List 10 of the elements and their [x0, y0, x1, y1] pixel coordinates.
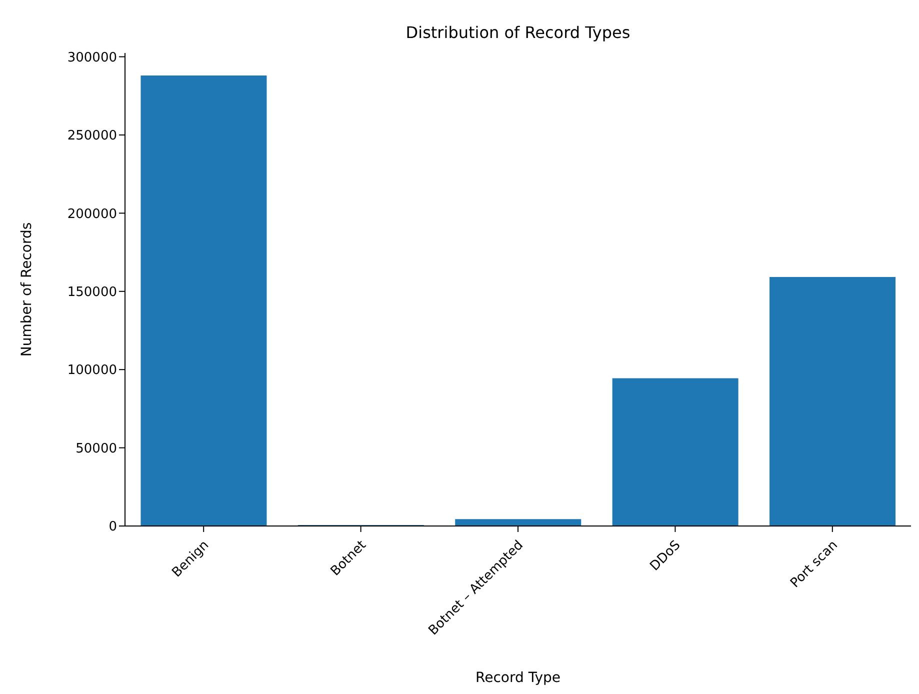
y-tick-label: 250000: [67, 128, 117, 144]
y-tick-label: 300000: [67, 50, 117, 66]
y-tick-label: 200000: [67, 206, 117, 222]
chart-title: Distribution of Record Types: [406, 23, 630, 42]
y-tick-label: 50000: [76, 441, 117, 456]
y-tick-label: 100000: [67, 363, 117, 378]
y-tick-label: 150000: [67, 284, 117, 300]
y-tick-label: 0: [108, 520, 117, 535]
y-axis-title: Number of Records: [18, 222, 35, 357]
x-axis-title: Record Type: [476, 670, 560, 686]
